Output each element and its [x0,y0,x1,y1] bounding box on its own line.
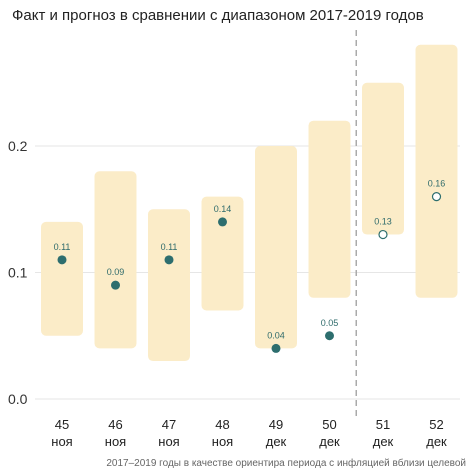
x-tick-week: 49 [269,417,283,432]
x-tick-week: 50 [322,417,336,432]
data-label: 0.11 [54,242,71,252]
fact-point [325,331,334,341]
x-tick-month: дек [373,434,394,449]
y-axis-ticks: 0.0 0.1 0.2 [8,138,28,407]
x-tick-month: дек [319,434,340,449]
chart-title: Факт и прогноз в сравнении с диапазоном … [12,7,424,24]
x-tick-week: 52 [429,417,443,432]
range-bar [362,82,404,235]
range-bar [94,171,137,349]
data-label: 0.05 [321,318,339,328]
data-label: 0.04 [267,330,285,340]
fact-point [218,217,227,227]
data-label: 0.11 [161,242,178,252]
range-bar [255,146,297,349]
x-axis-ticks: 45 ноя 46 ноя 47 ноя 48 ноя 49 дек 50 дек 51 дек 52 дек [51,417,447,449]
x-tick-month: дек [426,434,447,449]
data-labels: 0.11 0.09 0.11 0.14 0.04 0.05 0.13 0.16 [54,179,446,341]
data-points [57,192,442,353]
x-tick-month: ноя [51,434,72,449]
x-tick-month: ноя [158,434,179,449]
data-label: 0.13 [374,217,392,227]
range-bars [41,44,458,362]
y-tick-label: 0.1 [8,265,28,281]
forecast-point [431,192,442,202]
y-tick-label: 0.0 [8,391,28,407]
chart-caption: 2017–2019 годы в качестве ориентира пери… [106,457,466,469]
y-tick-label: 0.2 [8,138,28,154]
fact-point [111,280,120,290]
x-tick-month: ноя [105,434,126,449]
x-tick-week: 45 [55,417,69,432]
forecast-point [378,229,388,240]
data-label: 0.09 [107,267,125,277]
range-bar [415,44,458,298]
x-tick-week: 47 [162,417,176,432]
x-tick-week: 46 [108,417,122,432]
fact-point [57,255,67,265]
range-bar [201,196,244,311]
x-tick-week: 48 [215,417,229,432]
x-tick-week: 51 [376,417,390,432]
x-tick-month: ноя [212,434,233,449]
data-label: 0.16 [428,179,446,189]
data-label: 0.14 [214,204,232,214]
x-tick-month: дек [266,434,287,449]
range-bar [148,209,190,362]
fact-point [271,343,281,353]
fact-point [164,255,174,265]
range-bar [41,221,83,336]
range-bar [308,120,351,298]
